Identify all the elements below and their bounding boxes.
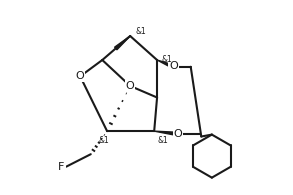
Polygon shape (154, 131, 178, 136)
Text: &1: &1 (136, 27, 147, 36)
Polygon shape (115, 36, 130, 50)
Text: O: O (174, 129, 183, 139)
Text: &1: &1 (157, 136, 168, 145)
Text: O: O (76, 71, 85, 81)
Text: &1: &1 (162, 55, 173, 64)
Text: F: F (58, 162, 65, 172)
Polygon shape (157, 60, 174, 68)
Text: O: O (169, 61, 178, 71)
Text: O: O (126, 81, 134, 91)
Text: &1: &1 (98, 136, 109, 145)
